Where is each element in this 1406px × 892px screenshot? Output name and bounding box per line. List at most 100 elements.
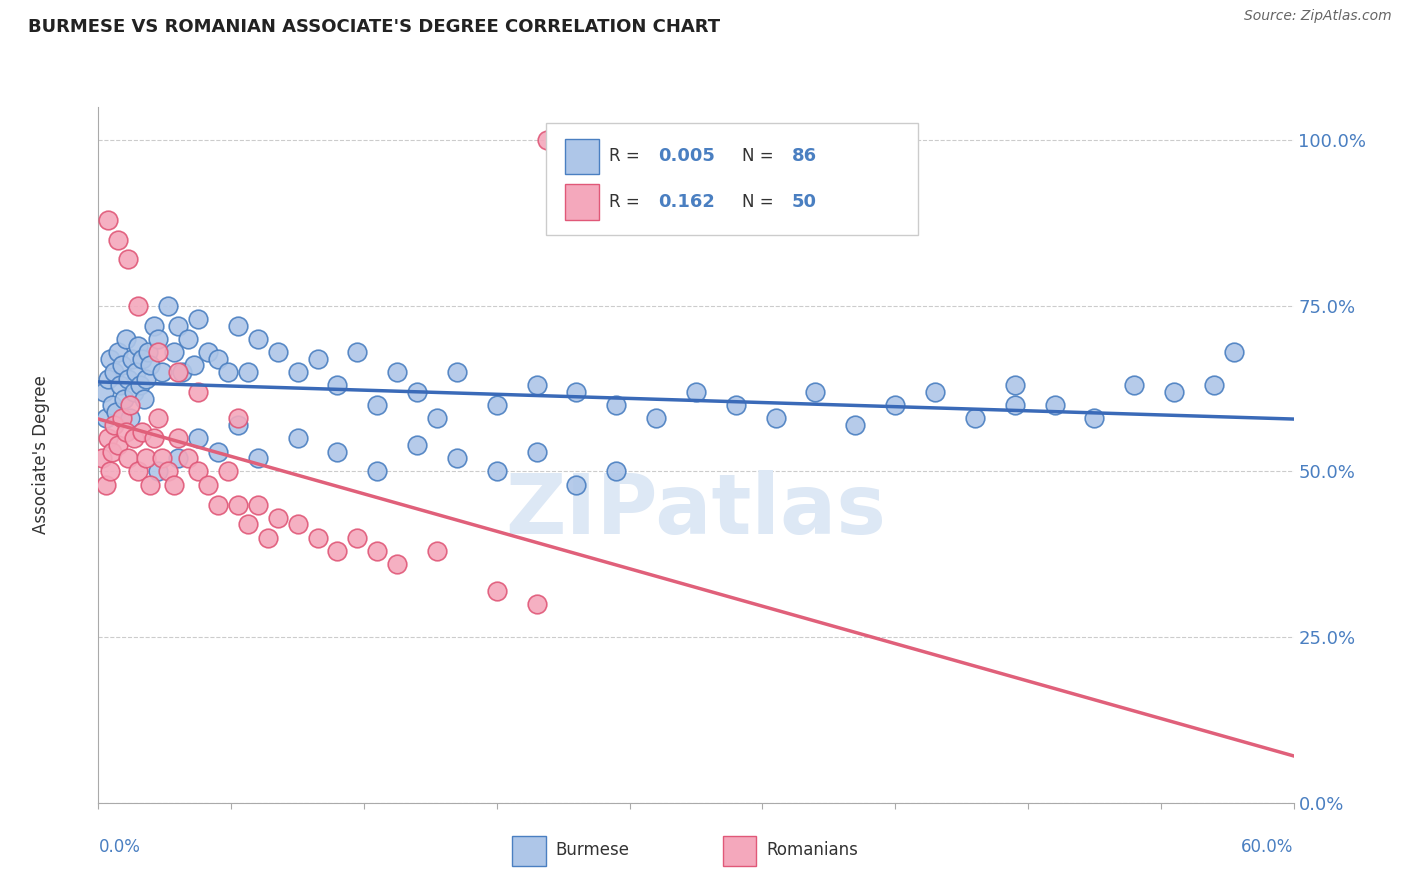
Point: [97, 212, 120, 227]
Point: [139, 359, 162, 373]
Point: [765, 411, 787, 425]
Point: [1004, 398, 1026, 412]
Point: [135, 372, 157, 386]
Point: [134, 392, 156, 406]
Point: [136, 345, 159, 359]
Point: [107, 233, 129, 247]
Point: [115, 332, 138, 346]
Point: [148, 411, 170, 425]
Point: [565, 384, 588, 399]
Point: [96, 411, 118, 425]
Point: [112, 392, 135, 406]
Point: [287, 517, 309, 532]
Point: [124, 384, 146, 399]
Point: [226, 411, 249, 425]
Point: [167, 318, 190, 333]
Point: [307, 531, 329, 545]
Point: [884, 398, 907, 412]
Point: [844, 418, 866, 433]
Point: [406, 438, 429, 452]
Point: [172, 365, 194, 379]
Text: 0.162: 0.162: [658, 193, 714, 211]
Point: [107, 438, 129, 452]
Point: [97, 372, 120, 386]
Point: [150, 365, 173, 379]
Point: [110, 378, 132, 392]
Point: [98, 351, 122, 366]
Point: [148, 465, 170, 479]
Point: [187, 312, 209, 326]
Point: [366, 544, 388, 558]
Point: [121, 351, 143, 366]
Point: [963, 411, 986, 425]
Point: [1004, 378, 1026, 392]
Point: [385, 365, 409, 379]
Point: [246, 332, 269, 346]
Point: [536, 133, 558, 147]
Point: [177, 332, 200, 346]
Point: [197, 345, 219, 359]
Point: [187, 465, 209, 479]
Point: [187, 384, 209, 399]
Point: [177, 451, 200, 466]
Point: [103, 365, 125, 379]
Point: [120, 411, 142, 425]
Text: ZIPatlas: ZIPatlas: [506, 470, 886, 551]
Point: [183, 359, 205, 373]
Point: [1223, 345, 1246, 359]
Point: [120, 398, 142, 412]
Point: [111, 359, 134, 373]
Point: [236, 517, 259, 532]
Point: [804, 384, 827, 399]
Point: [226, 418, 249, 433]
Point: [724, 398, 747, 412]
Point: [150, 451, 173, 466]
Point: [1123, 378, 1146, 392]
Point: [924, 384, 946, 399]
Text: 60.0%: 60.0%: [1241, 838, 1294, 856]
Point: [406, 384, 429, 399]
Point: [246, 451, 269, 466]
Point: [217, 465, 239, 479]
Point: [97, 431, 120, 445]
Point: [101, 398, 124, 412]
Point: [446, 451, 468, 466]
Point: [148, 332, 170, 346]
Point: [117, 451, 139, 466]
Point: [143, 318, 166, 333]
Text: N =: N =: [742, 193, 779, 211]
Point: [167, 451, 190, 466]
Point: [117, 252, 139, 267]
Point: [96, 477, 118, 491]
Point: [111, 411, 134, 425]
Point: [326, 544, 349, 558]
Point: [93, 384, 115, 399]
Point: [326, 378, 349, 392]
Point: [605, 465, 627, 479]
Point: [236, 365, 259, 379]
Point: [148, 345, 170, 359]
Point: [366, 465, 388, 479]
Point: [307, 351, 329, 366]
Point: [131, 425, 153, 439]
Point: [426, 544, 449, 558]
Point: [131, 351, 153, 366]
Point: [226, 498, 249, 512]
Point: [526, 378, 548, 392]
Point: [207, 498, 229, 512]
Text: 0.0%: 0.0%: [98, 838, 141, 856]
Point: [1043, 398, 1066, 412]
Point: [125, 365, 148, 379]
Text: Source: ZipAtlas.com: Source: ZipAtlas.com: [1244, 9, 1392, 23]
Point: [326, 444, 349, 458]
Point: [246, 498, 269, 512]
Point: [127, 299, 149, 313]
Point: [346, 345, 368, 359]
Point: [267, 511, 290, 525]
Point: [139, 477, 162, 491]
Point: [167, 431, 190, 445]
Point: [98, 465, 122, 479]
Point: [1202, 378, 1225, 392]
Text: 50: 50: [792, 193, 817, 211]
Point: [565, 477, 588, 491]
